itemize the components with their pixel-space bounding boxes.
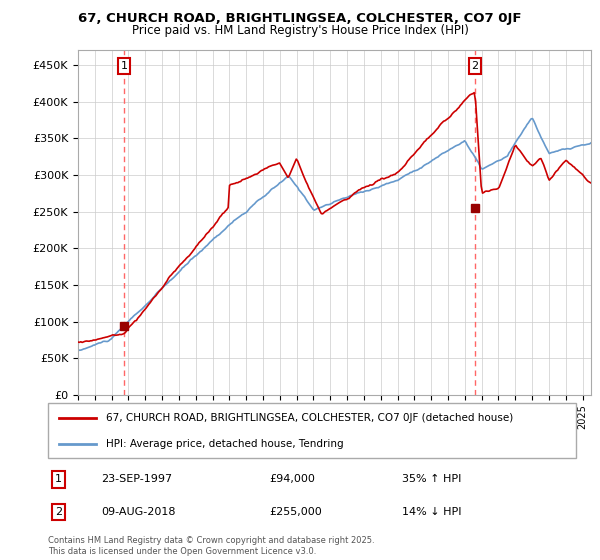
Text: 14% ↓ HPI: 14% ↓ HPI xyxy=(402,507,461,517)
Text: 1: 1 xyxy=(121,60,127,71)
Text: HPI: Average price, detached house, Tendring: HPI: Average price, detached house, Tend… xyxy=(106,439,344,449)
Text: £255,000: £255,000 xyxy=(270,507,323,517)
Text: 1: 1 xyxy=(55,474,62,484)
Text: 2: 2 xyxy=(472,60,479,71)
Text: 67, CHURCH ROAD, BRIGHTLINGSEA, COLCHESTER, CO7 0JF: 67, CHURCH ROAD, BRIGHTLINGSEA, COLCHEST… xyxy=(78,12,522,25)
Text: £94,000: £94,000 xyxy=(270,474,316,484)
Text: 09-AUG-2018: 09-AUG-2018 xyxy=(101,507,175,517)
Text: 2: 2 xyxy=(55,507,62,517)
Text: 67, CHURCH ROAD, BRIGHTLINGSEA, COLCHESTER, CO7 0JF (detached house): 67, CHURCH ROAD, BRIGHTLINGSEA, COLCHEST… xyxy=(106,413,514,423)
Text: Price paid vs. HM Land Registry's House Price Index (HPI): Price paid vs. HM Land Registry's House … xyxy=(131,24,469,36)
Text: 23-SEP-1997: 23-SEP-1997 xyxy=(101,474,172,484)
FancyBboxPatch shape xyxy=(48,403,576,458)
Text: 35% ↑ HPI: 35% ↑ HPI xyxy=(402,474,461,484)
Text: Contains HM Land Registry data © Crown copyright and database right 2025.
This d: Contains HM Land Registry data © Crown c… xyxy=(48,536,374,556)
